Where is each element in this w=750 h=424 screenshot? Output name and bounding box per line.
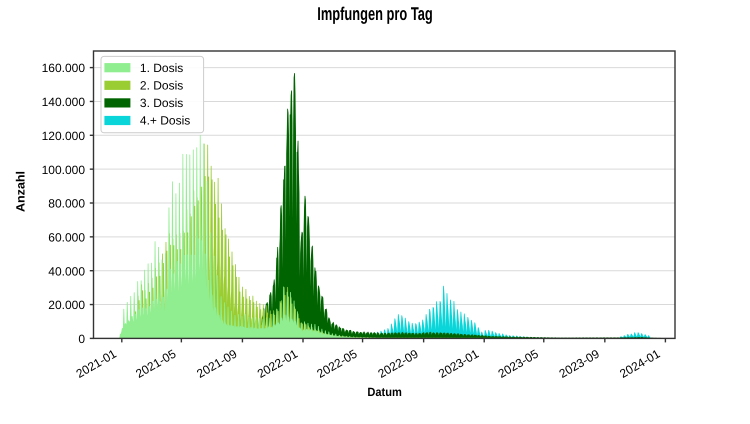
svg-text:4.+ Dosis: 4.+ Dosis — [140, 114, 190, 128]
svg-text:Impfungen pro Tag: Impfungen pro Tag — [317, 3, 433, 24]
svg-text:3. Dosis: 3. Dosis — [140, 96, 183, 110]
svg-text:0: 0 — [78, 332, 85, 346]
svg-text:20.000: 20.000 — [48, 298, 85, 312]
svg-text:Anzahl: Anzahl — [14, 171, 28, 212]
svg-text:60.000: 60.000 — [48, 230, 85, 244]
svg-text:1. Dosis: 1. Dosis — [140, 61, 183, 75]
svg-text:160.000: 160.000 — [42, 61, 86, 75]
svg-text:2. Dosis: 2. Dosis — [140, 79, 183, 93]
svg-text:120.000: 120.000 — [42, 129, 86, 143]
svg-text:140.000: 140.000 — [42, 95, 86, 109]
svg-text:100.000: 100.000 — [42, 163, 86, 177]
svg-text:80.000: 80.000 — [48, 197, 85, 211]
svg-text:40.000: 40.000 — [48, 264, 85, 278]
svg-text:Datum: Datum — [367, 385, 402, 399]
